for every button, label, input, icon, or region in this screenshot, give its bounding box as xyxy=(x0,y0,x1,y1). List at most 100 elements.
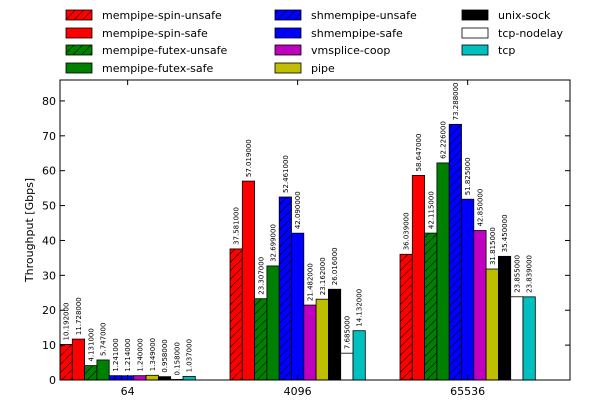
value-label-mempipe-spin-unsafe-4096: 37.581000 xyxy=(233,207,241,245)
value-label-mempipe-futex-unsafe-64: 4.131000 xyxy=(87,328,95,361)
legend: mempipe-spin-unsafe mempipe-spin-safe memp… xyxy=(65,9,564,75)
legend-label-mempipe-futex-safe: mempipe-futex-safe xyxy=(102,62,214,75)
legend-label-shmempipe-safe: shmempipe-safe xyxy=(311,27,403,40)
value-label-mempipe-spin-safe-65536: 58.647000 xyxy=(415,134,423,172)
value-label-shmempipe-unsafe-64: 1.241000 xyxy=(112,338,120,371)
legend-label-mempipe-spin-unsafe: mempipe-spin-unsafe xyxy=(102,9,222,22)
bar-hatch-mempipe-spin-unsafe-65536 xyxy=(400,254,413,380)
value-label-tcp-4096: 14.132000 xyxy=(356,289,364,327)
y-tick-label: 0 xyxy=(49,374,56,387)
legend-label-mempipe-spin-safe: mempipe-spin-safe xyxy=(102,27,208,40)
bar-hatch-shmempipe-unsafe-65536 xyxy=(449,124,462,381)
legend-swatch-hatch-mempipe-futex-unsafe xyxy=(66,45,92,55)
value-label-shmempipe-safe-64: 1.214000 xyxy=(124,338,132,371)
value-label-tcp-nodelay-64: 0.158000 xyxy=(173,342,181,375)
bar-vmsplice-coop-65536 xyxy=(473,230,487,381)
value-label-mempipe-futex-unsafe-65536: 42.115000 xyxy=(427,191,435,229)
value-label-tcp-nodelay-65536: 23.855000 xyxy=(513,255,521,293)
y-axis-label: Throughput [Gbps] xyxy=(23,178,36,283)
bar-hatch-shmempipe-unsafe-64 xyxy=(109,375,122,380)
y-tick-label: 50 xyxy=(42,200,56,213)
value-label-pipe-65536: 31.815000 xyxy=(489,227,497,265)
legend-label-shmempipe-unsafe: shmempipe-unsafe xyxy=(311,9,417,22)
value-label-mempipe-futex-safe-64: 5.747000 xyxy=(100,323,108,356)
y-tick-label: 40 xyxy=(42,234,56,247)
value-label-shmempipe-unsafe-4096: 52.461000 xyxy=(282,155,290,193)
bar-pipe-4096 xyxy=(315,298,329,381)
value-label-unix-sock-64: 0.958000 xyxy=(161,339,169,372)
y-tick-label: 10 xyxy=(42,339,56,352)
bar-shmempipe-safe-4096 xyxy=(291,232,305,381)
legend-label-vmsplice-coop: vmsplice-coop xyxy=(311,44,390,57)
legend-label-tcp: tcp xyxy=(498,44,515,57)
value-label-vmsplice-coop-65536: 42.850000 xyxy=(476,189,484,227)
legend-label-pipe: pipe xyxy=(311,62,335,75)
legend-label-mempipe-futex-unsafe: mempipe-futex-unsafe xyxy=(102,44,227,57)
value-label-vmsplice-coop-64: 1.240000 xyxy=(136,338,144,371)
bar-tcp-65536 xyxy=(522,296,536,381)
value-label-pipe-4096: 23.162000 xyxy=(319,257,327,295)
value-label-shmempipe-safe-65536: 51.825000 xyxy=(464,157,472,195)
x-axis: 64 4096 65536 xyxy=(121,80,485,398)
bar-tcp-4096 xyxy=(352,330,366,381)
bar-mempipe-futex-safe-4096 xyxy=(266,265,280,381)
bar-hatch-mempipe-futex-unsafe-4096 xyxy=(254,298,267,380)
bars-layer xyxy=(59,123,536,381)
bar-shmempipe-safe-65536 xyxy=(461,198,475,381)
bar-hatch-mempipe-futex-unsafe-64 xyxy=(84,365,97,380)
bar-hatch-mempipe-spin-unsafe-64 xyxy=(60,344,73,380)
bar-tcp-64 xyxy=(182,375,196,381)
bar-mempipe-spin-safe-64 xyxy=(71,338,86,381)
value-labels-layer: 10.192000 11.728000 4.131000 5.747000 1.2410… xyxy=(63,82,534,375)
bar-unix-sock-64 xyxy=(157,376,172,381)
bar-mempipe-futex-safe-65536 xyxy=(436,162,450,381)
y-tick-label: 20 xyxy=(42,304,56,317)
bar-tcp-nodelay-65536 xyxy=(510,296,524,381)
y-tick-label: 30 xyxy=(42,269,56,282)
bar-vmsplice-coop-64 xyxy=(133,375,147,381)
bar-mempipe-futex-safe-64 xyxy=(96,359,110,381)
legend-swatch-hatch-mempipe-spin-unsafe xyxy=(66,10,92,20)
legend-swatch-tcp xyxy=(461,44,489,56)
bar-mempipe-spin-safe-65536 xyxy=(411,175,425,381)
legend-swatch-tcp-nodelay xyxy=(461,27,489,39)
value-label-mempipe-spin-safe-4096: 57.019000 xyxy=(245,139,253,177)
bar-hatch-mempipe-spin-unsafe-4096 xyxy=(230,248,243,380)
bar-mempipe-spin-safe-4096 xyxy=(241,180,256,381)
x-tick-label-64: 64 xyxy=(121,385,135,398)
value-label-tcp-65536: 23.839000 xyxy=(526,255,534,293)
legend-swatch-unix-sock xyxy=(461,9,489,21)
value-label-unix-sock-65536: 35.450000 xyxy=(501,214,509,252)
x-tick-label-4096: 4096 xyxy=(284,385,312,398)
legend-swatch-shmempipe-safe xyxy=(274,27,302,39)
y-tick-label: 80 xyxy=(42,95,56,108)
x-tick-label-65536: 65536 xyxy=(450,385,485,398)
value-label-mempipe-futex-safe-65536: 62.226000 xyxy=(440,121,448,159)
bar-tcp-nodelay-4096 xyxy=(340,352,354,381)
bar-unix-sock-4096 xyxy=(327,288,342,381)
value-label-shmempipe-safe-4096: 42.090000 xyxy=(294,191,302,229)
bar-pipe-65536 xyxy=(485,268,499,381)
y-tick-label: 60 xyxy=(42,165,56,178)
legend-swatch-hatch-shmempipe-unsafe xyxy=(275,10,301,20)
legend-label-unix-sock: unix-sock xyxy=(498,9,551,22)
value-label-tcp-64: 1.037000 xyxy=(186,339,194,372)
value-label-mempipe-futex-safe-4096: 32.699000 xyxy=(270,224,278,262)
legend-swatch-mempipe-futex-safe xyxy=(65,62,93,74)
bar-unix-sock-65536 xyxy=(497,255,512,381)
value-label-unix-sock-4096: 26.016000 xyxy=(331,247,339,285)
value-label-mempipe-spin-unsafe-65536: 36.039000 xyxy=(403,212,411,250)
bar-pipe-64 xyxy=(145,374,159,381)
bar-hatch-shmempipe-unsafe-4096 xyxy=(279,196,292,380)
value-label-vmsplice-coop-4096: 21.482000 xyxy=(306,263,314,301)
plot-frame xyxy=(59,79,571,381)
legend-swatch-vmsplice-coop xyxy=(274,44,302,56)
y-axis: 0 10 20 30 40 50 60 70 80 xyxy=(42,95,570,387)
value-label-pipe-64: 1.349000 xyxy=(149,338,157,371)
value-label-mempipe-futex-unsafe-4096: 23.307000 xyxy=(257,257,265,295)
value-label-tcp-nodelay-4096: 7.685000 xyxy=(343,316,351,349)
y-tick-label: 70 xyxy=(42,130,56,143)
bar-hatch-mempipe-futex-unsafe-65536 xyxy=(424,233,437,380)
legend-label-tcp-nodelay: tcp-nodelay xyxy=(498,27,564,40)
